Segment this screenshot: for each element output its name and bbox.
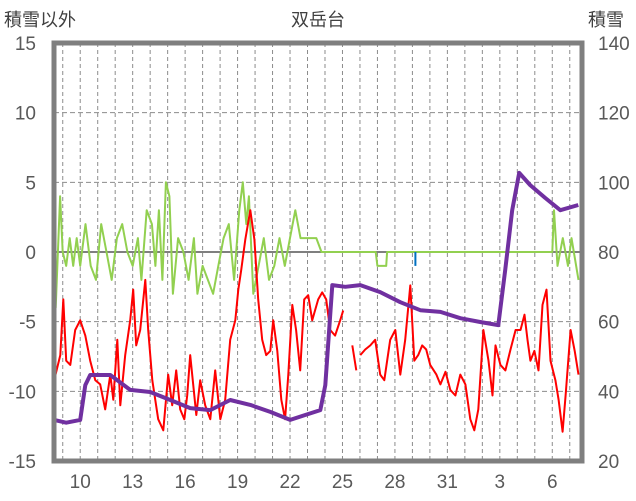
left-tick-label: -15 <box>9 452 36 473</box>
left-tick-label: -5 <box>19 313 36 334</box>
plot-frame <box>51 40 585 464</box>
right-tick-label: 120 <box>598 104 630 125</box>
right-tick-label: 60 <box>598 313 619 334</box>
x-tick-label: 13 <box>122 472 143 493</box>
right-tick-label: 100 <box>598 173 630 194</box>
right-tick-label: 140 <box>598 34 630 55</box>
axis-ticks: 15 10 5 0 -5 -10 -15 140 120 100 80 60 40 20 10 13 16 19 2… <box>9 34 630 493</box>
left-tick-label: 10 <box>15 104 36 125</box>
x-tick-label: 10 <box>70 472 91 493</box>
chart-title: 双岳台 <box>291 10 345 31</box>
x-tick-label: 3 <box>495 472 506 493</box>
series-green-line <box>53 181 580 309</box>
x-tick-label: 6 <box>547 472 558 493</box>
left-tick-label: 5 <box>25 173 36 194</box>
x-tick-label: 16 <box>175 472 196 493</box>
x-tick-label: 28 <box>384 472 405 493</box>
right-tick-label: 80 <box>598 243 619 264</box>
x-tick-label: 25 <box>332 472 353 493</box>
series-purple-line <box>53 170 579 425</box>
x-tick-label: 22 <box>279 472 300 493</box>
series-red-line <box>53 209 580 433</box>
left-tick-label: 0 <box>25 243 36 264</box>
right-tick-label: 20 <box>598 452 619 473</box>
right-tick-label: 40 <box>598 382 619 403</box>
x-tick-label: 31 <box>437 472 458 493</box>
left-tick-label: 15 <box>15 34 36 55</box>
x-tick-label: 19 <box>227 472 248 493</box>
left-axis-label: 積雪以外 <box>4 10 76 31</box>
series-lines <box>53 170 580 433</box>
right-axis-label: 積雪 <box>588 10 624 31</box>
left-tick-label: -10 <box>9 382 36 403</box>
